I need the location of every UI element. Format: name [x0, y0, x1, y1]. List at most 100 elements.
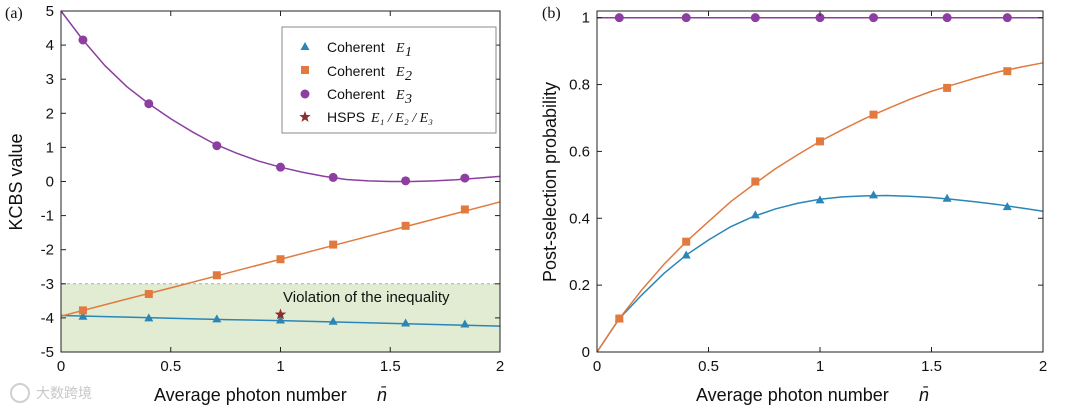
legend-item-e3: Coherent E 3 [300, 86, 412, 107]
panel-b-x-ticks: 0 0.5 1 1.5 2 [593, 11, 1047, 375]
legend-item-hsps: HSPS E₁ / E₂ / E₃ [299, 109, 433, 126]
data-point-star [274, 308, 287, 320]
data-point-circle [614, 13, 624, 23]
legend-e1-index: 1 [405, 45, 412, 60]
watermark-logo-icon [10, 383, 30, 403]
data-point-square [869, 110, 878, 119]
data-point-triangle [212, 314, 222, 323]
legend-e2-name: Coherent [327, 63, 385, 79]
data-point-triangle [328, 316, 338, 325]
data-point-circle [78, 35, 88, 45]
legend-e2-symbol: E [395, 65, 405, 80]
data-point-square [401, 221, 410, 230]
legend: Coherent E 1 Coherent E 2 Coherent E 3 H… [281, 26, 497, 134]
data-point-square [816, 137, 824, 146]
data-point-triangle [869, 190, 879, 199]
data-point-triangle [276, 315, 285, 324]
data-point-square [329, 240, 338, 249]
data-point-circle [681, 13, 691, 23]
x-tick-label: 0.5 [698, 358, 719, 375]
panel-b-y-ticks: 0 0.2 0.4 0.6 0.8 1 [569, 10, 1043, 361]
data-point-triangle [681, 250, 691, 259]
legend-e1-name: Coherent [327, 39, 385, 55]
legend-circle-marker [300, 89, 310, 99]
legend-star-marker [299, 111, 311, 122]
y-tick-label: 1 [46, 139, 54, 156]
panel-b-xlabel-symbol: n̄ [919, 385, 929, 405]
data-point-circle [1002, 13, 1012, 23]
panel-a-y-ticks: -5 -4 -3 -2 -1 0 1 2 3 4 5 [41, 3, 500, 361]
legend-item-e1: Coherent E 1 [300, 39, 412, 60]
y-tick-label: 4 [46, 37, 54, 54]
y-tick-label: 5 [46, 3, 54, 20]
panel-a-points [78, 35, 470, 328]
data-point-circle [144, 99, 154, 109]
watermark-text: 大数跨境 [36, 386, 92, 402]
legend-e2-index: 2 [405, 69, 412, 84]
x-tick-label: 1.5 [921, 358, 942, 375]
y-tick-label: -5 [41, 344, 54, 361]
watermark: 大数跨境 [10, 383, 92, 403]
y-tick-label: 0.8 [569, 77, 590, 94]
data-point-square [1003, 67, 1012, 76]
legend-e3-name: Coherent [327, 86, 385, 102]
series-line-triangle [596, 194, 1044, 353]
y-tick-label: 0.2 [569, 277, 590, 294]
data-point-circle [815, 13, 825, 23]
data-point-triangle [144, 313, 154, 322]
data-point-circle [328, 172, 338, 182]
panel-b: 0 0.5 1 1.5 2 0 0.2 0.4 0.6 0.8 1 (b) Post-select… [540, 5, 1047, 405]
data-point-circle [750, 13, 760, 23]
panel-a-xlabel: Average photon number [154, 385, 347, 405]
data-point-triangle [750, 210, 760, 219]
legend-e3-symbol: E [395, 88, 405, 103]
x-tick-label: 1.5 [380, 358, 401, 375]
panel-b-frame [596, 10, 1044, 353]
data-point-triangle [942, 193, 952, 202]
legend-e3-index: 3 [404, 92, 412, 107]
data-point-triangle [78, 311, 88, 320]
data-point-triangle [401, 318, 411, 327]
data-point-triangle [1002, 202, 1012, 211]
data-point-circle [276, 162, 285, 172]
panel-b-points [614, 13, 1012, 323]
panel-a-ylabel: KCBS value [6, 133, 26, 230]
panel-b-curves [596, 16, 1044, 353]
y-tick-label: 2 [46, 105, 54, 122]
y-tick-label: 0 [582, 344, 590, 361]
data-point-triangle [460, 319, 470, 328]
y-tick-label: -4 [41, 310, 54, 327]
panel-a-xlabel-symbol: n̄ [377, 385, 387, 405]
panel-a: 0 0.5 1 1.5 2 -5 -4 -3 -2 -1 0 1 2 3 4 5 (a) KCBS valu… [5, 3, 504, 405]
legend-square-marker [301, 66, 309, 74]
panel-b-label: (b) [542, 5, 561, 22]
y-tick-label: 0.4 [569, 210, 590, 227]
data-point-square [276, 255, 285, 264]
data-point-square [212, 271, 221, 280]
y-tick-label: -2 [41, 242, 54, 259]
data-point-circle [212, 141, 222, 151]
data-point-circle [460, 173, 470, 183]
panel-a-x-ticks: 0 0.5 1 1.5 2 [57, 11, 504, 375]
x-tick-label: 1 [816, 358, 824, 375]
legend-hsps-name: HSPS [327, 109, 365, 125]
panel-b-ylabel: Post-selection probability [540, 82, 560, 282]
x-tick-label: 0 [57, 358, 65, 375]
panel-a-label: (a) [5, 5, 23, 22]
data-point-circle [401, 176, 411, 186]
data-point-square [78, 306, 87, 315]
y-tick-label: 3 [46, 71, 54, 88]
x-tick-label: 1 [276, 358, 284, 375]
y-tick-label: 0.6 [569, 143, 590, 160]
data-point-triangle [815, 195, 825, 204]
y-tick-label: 0 [46, 174, 54, 191]
y-tick-label: 1 [582, 10, 590, 27]
series-line-square [596, 62, 1044, 353]
data-point-circle [942, 13, 952, 23]
x-tick-label: 2 [1039, 358, 1047, 375]
x-tick-label: 2 [496, 358, 504, 375]
y-tick-label: -3 [41, 276, 54, 293]
x-tick-label: 0.5 [160, 358, 181, 375]
data-point-circle [869, 13, 879, 23]
